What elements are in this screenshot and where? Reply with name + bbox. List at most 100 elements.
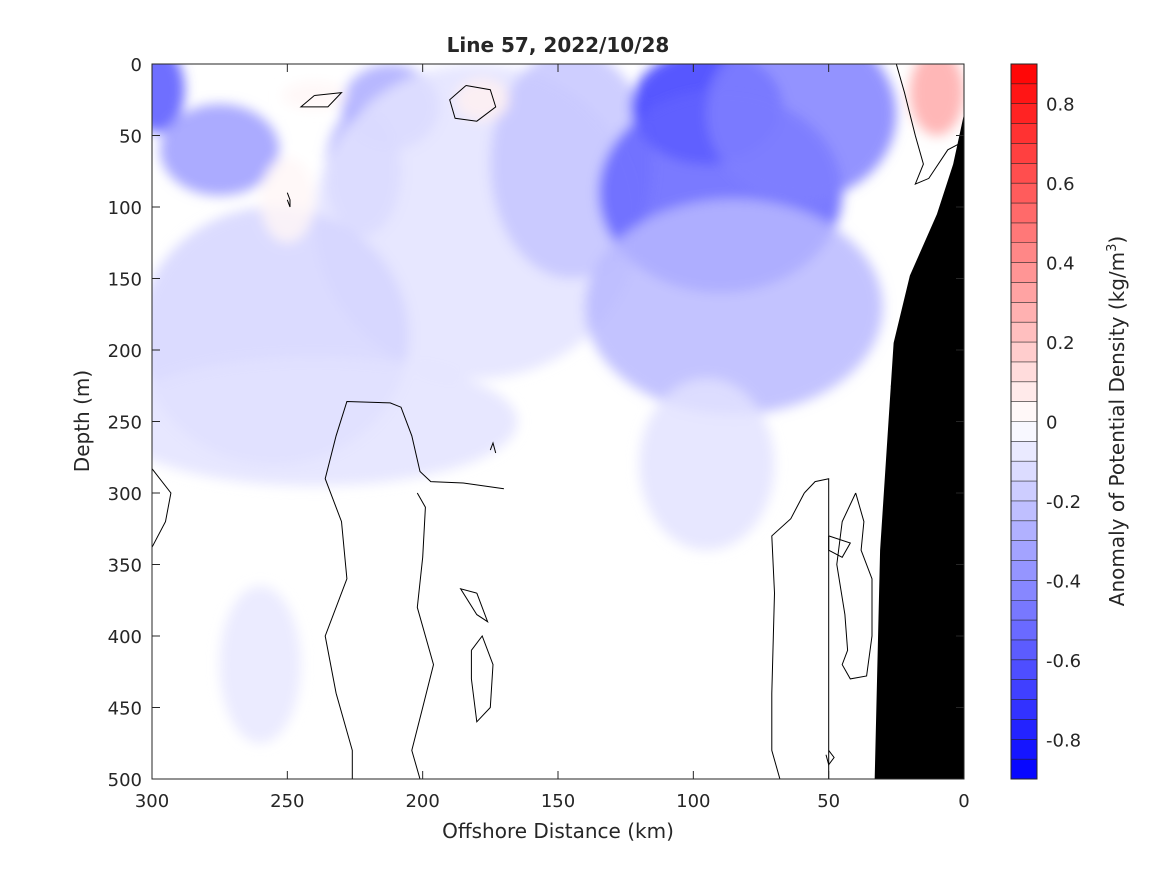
x-tick-label: 50 bbox=[817, 791, 840, 812]
colorbar-segment bbox=[1011, 222, 1037, 244]
colorbar-segment bbox=[1011, 361, 1037, 383]
zero-contour-11 bbox=[286, 192, 291, 208]
zero-contour-0 bbox=[324, 400, 504, 779]
colorbar-tick-label: 0.2 bbox=[1046, 333, 1075, 354]
y-tick-label: 350 bbox=[108, 556, 142, 577]
colorbar-segment bbox=[1011, 143, 1037, 164]
colorbar-segment bbox=[1011, 500, 1037, 522]
zero-contour-8 bbox=[828, 535, 852, 558]
anomaly-patch-13 bbox=[219, 585, 301, 744]
zero-contour-3 bbox=[803, 478, 830, 779]
zero-contour-10 bbox=[449, 85, 497, 122]
colorbar-segment bbox=[1011, 183, 1037, 204]
colorbar-segment bbox=[1011, 659, 1037, 681]
colorbar-segment bbox=[1011, 441, 1037, 462]
colorbar-segment bbox=[1011, 639, 1037, 661]
x-axis: 300 250 200 150 100 50 0 bbox=[135, 64, 970, 812]
anomaly-patch-10 bbox=[706, 64, 897, 200]
x-tick-label: 250 bbox=[270, 791, 304, 812]
colorbar-segment bbox=[1011, 421, 1037, 442]
y-tick-label: 250 bbox=[108, 413, 142, 434]
x-axis-label: Offshore Distance (km) bbox=[442, 819, 674, 843]
y-tick-label: 150 bbox=[108, 270, 142, 291]
anomaly-patch-9 bbox=[639, 378, 775, 551]
colorbar-label-close: ) bbox=[1105, 236, 1129, 244]
zero-contour-15 bbox=[825, 750, 835, 766]
colorbar-label-superscript: 3 bbox=[1105, 244, 1120, 252]
colorbar-segment bbox=[1011, 242, 1037, 264]
colorbar-segment bbox=[1011, 520, 1037, 542]
chart-title: Line 57, 2022/10/28 bbox=[447, 33, 670, 57]
colorbar-segment bbox=[1011, 262, 1037, 283]
colorbar-tick-label: 0.8 bbox=[1046, 95, 1075, 116]
colorbar-tick-label: 0.6 bbox=[1046, 174, 1075, 195]
x-tick-label: 200 bbox=[405, 791, 439, 812]
zero-contour-9 bbox=[299, 91, 343, 108]
zero-contour-6 bbox=[470, 634, 494, 723]
colorbar-segment bbox=[1011, 739, 1037, 760]
colorbar-tick-label: -0.4 bbox=[1046, 571, 1081, 592]
colorbar-segment bbox=[1011, 163, 1037, 184]
colorbar-segment bbox=[1011, 481, 1037, 502]
y-tick-label: 200 bbox=[108, 341, 142, 362]
zero-contour-12 bbox=[895, 64, 962, 186]
zero-contour-14 bbox=[489, 441, 497, 454]
y-axis-label: Depth (m) bbox=[70, 370, 94, 472]
colorbar-segment bbox=[1011, 282, 1037, 303]
colorbar-segment bbox=[1011, 540, 1037, 561]
anomaly-patch-0 bbox=[152, 64, 185, 133]
zero-contour-1 bbox=[411, 492, 435, 779]
colorbar-segment bbox=[1011, 381, 1037, 403]
colorbar-segment bbox=[1011, 401, 1037, 422]
colorbar-tick-label: -0.2 bbox=[1046, 492, 1081, 513]
colorbar-segment bbox=[1011, 322, 1037, 343]
colorbar-segment bbox=[1011, 620, 1037, 641]
colorbar-segment bbox=[1011, 699, 1037, 720]
seafloor-bathymetry bbox=[874, 114, 964, 779]
x-tick-label: 0 bbox=[958, 791, 969, 812]
colorbar-segment bbox=[1011, 580, 1037, 601]
y-tick-label: 300 bbox=[108, 484, 142, 505]
colorbar-tick-label: -0.6 bbox=[1046, 651, 1081, 672]
y-tick-label: 100 bbox=[108, 198, 142, 219]
anomaly-patch-1 bbox=[160, 104, 280, 196]
anomaly-patch-14 bbox=[909, 64, 964, 136]
colorbar-frame bbox=[1010, 63, 1038, 780]
colorbar-segment bbox=[1011, 103, 1037, 124]
y-axis: 0 50 100 150 200 250 300 350 400 450 500 bbox=[108, 55, 964, 791]
colorbar-segment bbox=[1011, 679, 1037, 700]
y-tick-label: 500 bbox=[108, 770, 142, 791]
colorbar: 0.8 0.6 0.4 0.2 0 -0.2 -0.4 -0.6 -0.8 bbox=[1010, 63, 1081, 780]
y-tick-label: 50 bbox=[119, 127, 142, 148]
colorbar-segment bbox=[1011, 719, 1037, 740]
colorbar-label-text: Anomaly of Potential Density (kg/m bbox=[1105, 252, 1129, 606]
anomaly-patch-8 bbox=[585, 199, 883, 415]
zero-contour-2 bbox=[836, 492, 873, 680]
colorbar-tick-label: 0.4 bbox=[1046, 254, 1075, 275]
zero-contour-4 bbox=[771, 492, 805, 779]
colorbar-label: Anomaly of Potential Density (kg/m3) bbox=[1105, 236, 1129, 606]
colorbar-segment bbox=[1011, 203, 1037, 224]
zero-contour-5 bbox=[459, 587, 489, 623]
anomaly-patch-12 bbox=[152, 357, 518, 486]
y-tick-label: 400 bbox=[108, 627, 142, 648]
colorbar-segment bbox=[1011, 83, 1037, 105]
colorbar-segment bbox=[1011, 600, 1037, 621]
colorbar-segment bbox=[1011, 342, 1037, 363]
colorbar-tick-label: 0 bbox=[1046, 413, 1057, 434]
colorbar-segment bbox=[1011, 759, 1037, 780]
colorbar-segment bbox=[1011, 302, 1037, 323]
anomaly-patch-15 bbox=[455, 78, 510, 122]
colorbar-segment bbox=[1011, 560, 1037, 581]
x-tick-label: 150 bbox=[541, 791, 575, 812]
colorbar-segment bbox=[1011, 64, 1037, 85]
colorbar-tick-label: -0.8 bbox=[1046, 730, 1081, 751]
y-tick-label: 450 bbox=[108, 699, 142, 720]
y-tick-label: 0 bbox=[131, 55, 142, 76]
colorbar-segment bbox=[1011, 461, 1037, 482]
x-tick-label: 100 bbox=[676, 791, 710, 812]
plot-area bbox=[152, 64, 964, 779]
x-tick-label: 300 bbox=[135, 791, 169, 812]
zero-contour-7 bbox=[152, 468, 172, 548]
